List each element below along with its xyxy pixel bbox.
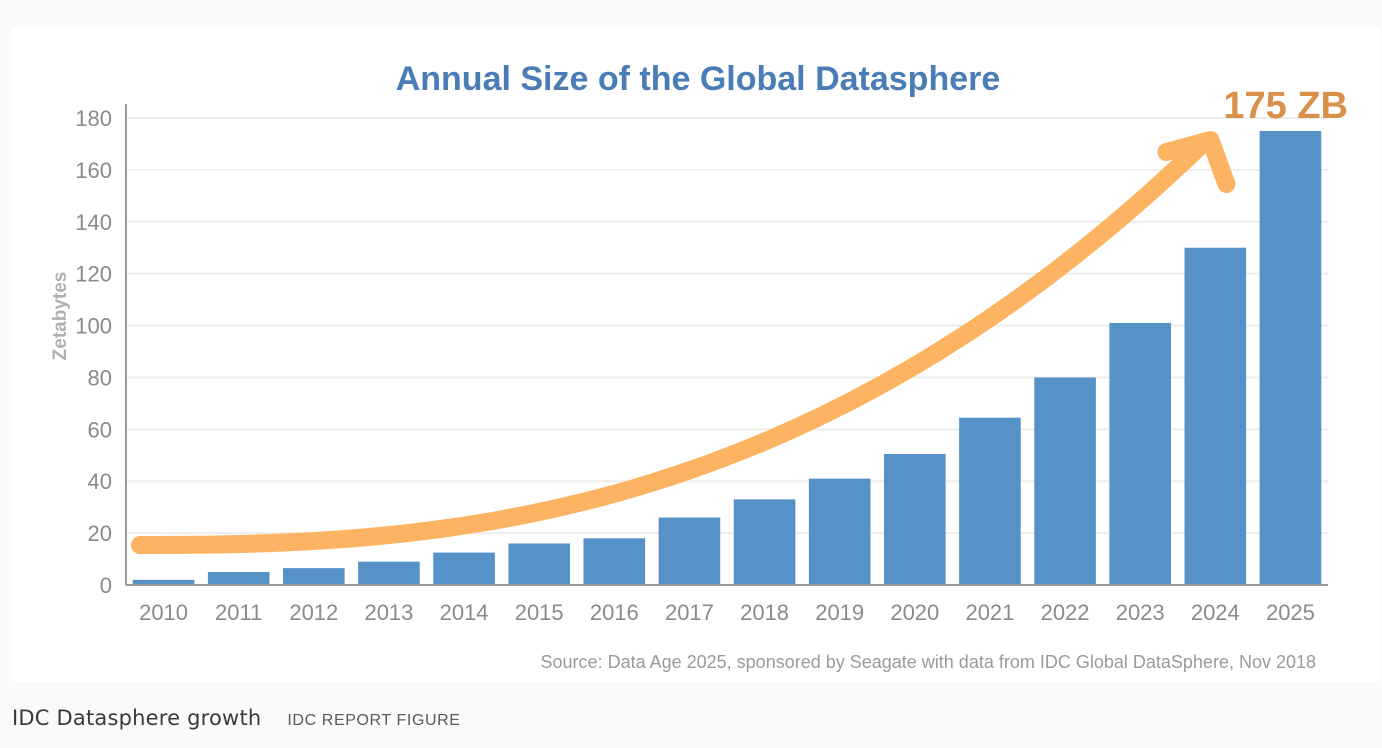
x-tick-label-2017: 2017 (665, 600, 714, 625)
growth-arrow-head (1157, 131, 1236, 193)
bar-2012 (283, 568, 345, 585)
y-tick-label-40: 40 (88, 469, 112, 494)
y-tick-label-60: 60 (88, 417, 112, 442)
y-tick-label-80: 80 (88, 365, 112, 390)
bar-2018 (733, 499, 796, 585)
x-tick-label-2016: 2016 (590, 600, 639, 625)
y-tick-label-100: 100 (75, 314, 112, 339)
axes (125, 104, 1328, 586)
x-tick-label-2019: 2019 (815, 600, 864, 625)
x-tick-label-2013: 2013 (364, 600, 413, 625)
x-tick-label-2023: 2023 (1116, 600, 1165, 625)
x-tick-label-2018: 2018 (740, 600, 789, 625)
x-tick-label-2021: 2021 (965, 600, 1014, 625)
bar-2013 (358, 561, 420, 585)
bars (132, 130, 1322, 585)
chart-title: Annual Size of the Global Datasphere (396, 60, 1001, 98)
x-tick-label-2015: 2015 (515, 600, 564, 625)
bar-2017 (658, 517, 721, 585)
y-tick-labels: 0 20 40 60 80 100 120 140 160 180 (75, 106, 112, 598)
growth-arrow (131, 131, 1236, 554)
bar-2022 (1034, 377, 1096, 585)
x-tick-label-2020: 2020 (890, 600, 939, 625)
x-tick-label-2022: 2022 (1041, 600, 1090, 625)
chart-figure: 0 20 40 60 80 100 120 140 160 180 2010 2011 2012 201… (12, 28, 1380, 682)
x-tick-labels: 2010 2011 2012 2013 2014 2015 2016 2017 2018 2019… (139, 600, 1315, 625)
x-tick-label-2024: 2024 (1191, 600, 1240, 625)
bar-2021 (959, 417, 1021, 585)
bar-2014 (433, 552, 495, 585)
source-note: Source: Data Age 2025, sponsored by Seag… (541, 652, 1316, 672)
x-tick-label-2011: 2011 (215, 600, 262, 625)
bar-2024 (1184, 247, 1247, 585)
y-tick-label-120: 120 (75, 262, 112, 287)
x-tick-label-2025: 2025 (1266, 600, 1315, 625)
caption-tag: IDC REPORT FIGURE (287, 712, 461, 729)
x-tick-label-2012: 2012 (289, 600, 338, 625)
bar-2019 (808, 478, 871, 585)
grid-lines (126, 117, 1328, 535)
bar-2010 (132, 579, 195, 585)
y-tick-label-20: 20 (88, 521, 112, 546)
y-axis-label: Zetabytes (50, 272, 71, 361)
bar-2025 (1259, 130, 1322, 585)
y-tick-label-0: 0 (100, 573, 112, 598)
caption-row: IDC Datasphere growth IDC REPORT FIGURE (12, 706, 461, 736)
bar-2020 (884, 453, 946, 585)
bar-2016 (583, 538, 646, 585)
bar-2023 (1109, 322, 1171, 585)
value-annotation: 175 ZB (1223, 85, 1348, 127)
x-tick-label-2014: 2014 (440, 600, 489, 625)
y-tick-label-140: 140 (75, 210, 112, 235)
bar-2011 (207, 572, 270, 585)
growth-arrow-curve (131, 135, 1212, 554)
caption-title: IDC Datasphere growth (12, 706, 262, 730)
y-tick-label-180: 180 (75, 106, 112, 131)
x-tick-label-2010: 2010 (139, 600, 188, 625)
bar-2015 (508, 543, 570, 585)
y-tick-label-160: 160 (75, 158, 112, 183)
